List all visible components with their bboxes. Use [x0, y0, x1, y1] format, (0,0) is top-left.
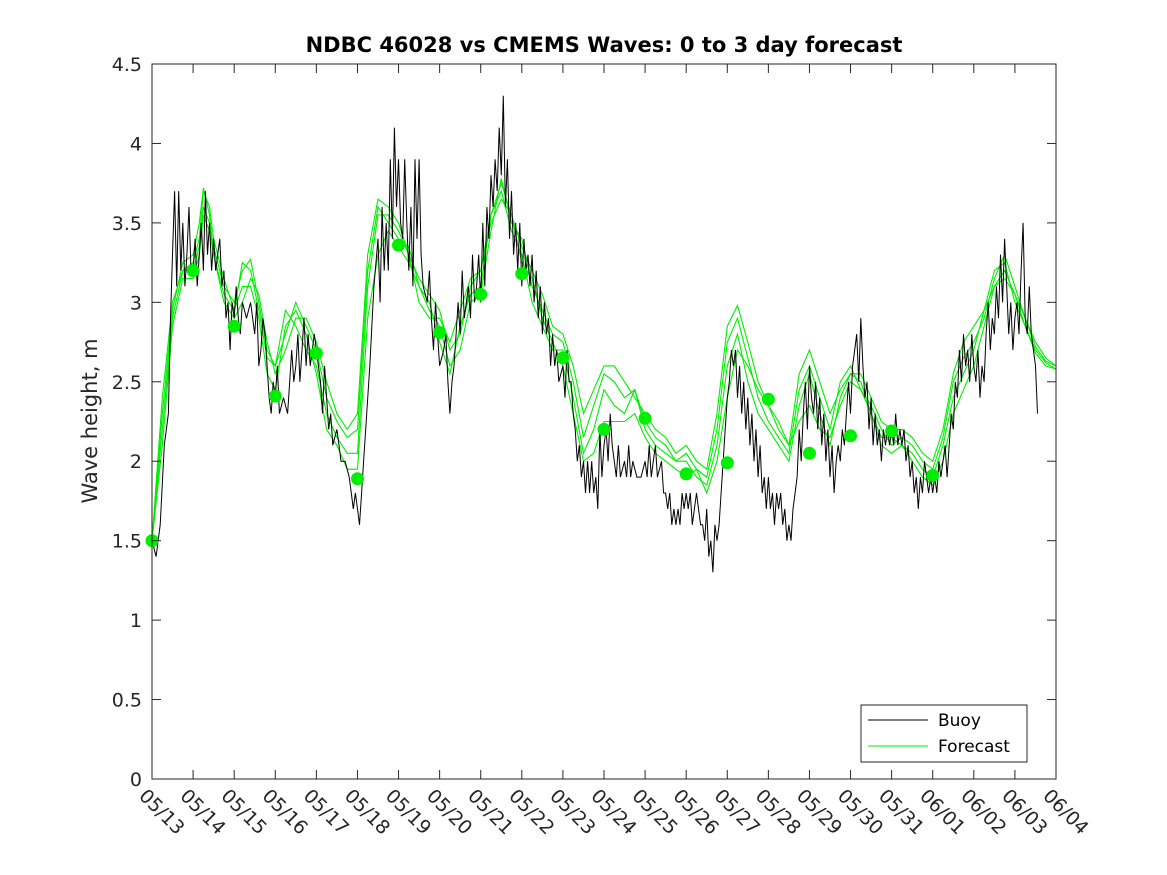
y-tick-label: 1.5	[112, 531, 142, 553]
y-tick-label: 2	[130, 451, 142, 473]
y-tick-label: 1	[130, 610, 142, 632]
forecast-marker-5	[351, 472, 364, 486]
forecast-marker-2	[227, 319, 241, 333]
forecast-marker-4	[309, 346, 323, 360]
forecast-marker-15	[761, 392, 775, 406]
legend-box	[860, 704, 1028, 763]
chart-title: NDBC 46028 vs CMEMS Waves: 0 to 3 day fo…	[306, 33, 903, 57]
forecast-marker-9	[515, 267, 529, 281]
forecast-marker-12	[638, 411, 652, 425]
y-axis-label: Wave height, m	[78, 338, 102, 503]
forecast-marker-17	[844, 429, 857, 443]
forecast-line-2	[151, 187, 1057, 541]
forecast-marker-13	[679, 467, 693, 481]
forecast-marker-18	[885, 424, 899, 438]
y-tick-label: 3	[130, 292, 142, 314]
y-tick-label: 3.5	[112, 213, 142, 235]
forecast-marker-8	[474, 287, 488, 301]
forecast-marker-7	[433, 326, 447, 339]
y-tick-label: 0.5	[112, 690, 142, 712]
legend: Buoy Forecast	[860, 704, 1028, 763]
legend-label-forecast: Forecast	[938, 737, 1010, 757]
forecast-line-3	[151, 178, 1057, 541]
forecast-marker-19	[926, 469, 940, 482]
y-tick-label: 0	[130, 769, 142, 791]
forecast-line-1	[151, 181, 1057, 541]
forecast-marker-10	[556, 351, 570, 365]
forecast-marker-6	[392, 238, 405, 252]
y-tick-label: 4.5	[112, 54, 142, 76]
forecast-marker-11	[597, 422, 611, 436]
buoy-line	[151, 95, 1038, 573]
forecast-marker-14	[720, 456, 734, 470]
legend-label-buoy: Buoy	[938, 711, 981, 731]
forecast-marker-16	[803, 446, 816, 460]
forecast-marker-1	[186, 264, 200, 278]
y-tick-label: 2.5	[112, 372, 142, 394]
forecast-marker-3	[268, 389, 282, 403]
y-tick-label: 4	[130, 133, 142, 155]
